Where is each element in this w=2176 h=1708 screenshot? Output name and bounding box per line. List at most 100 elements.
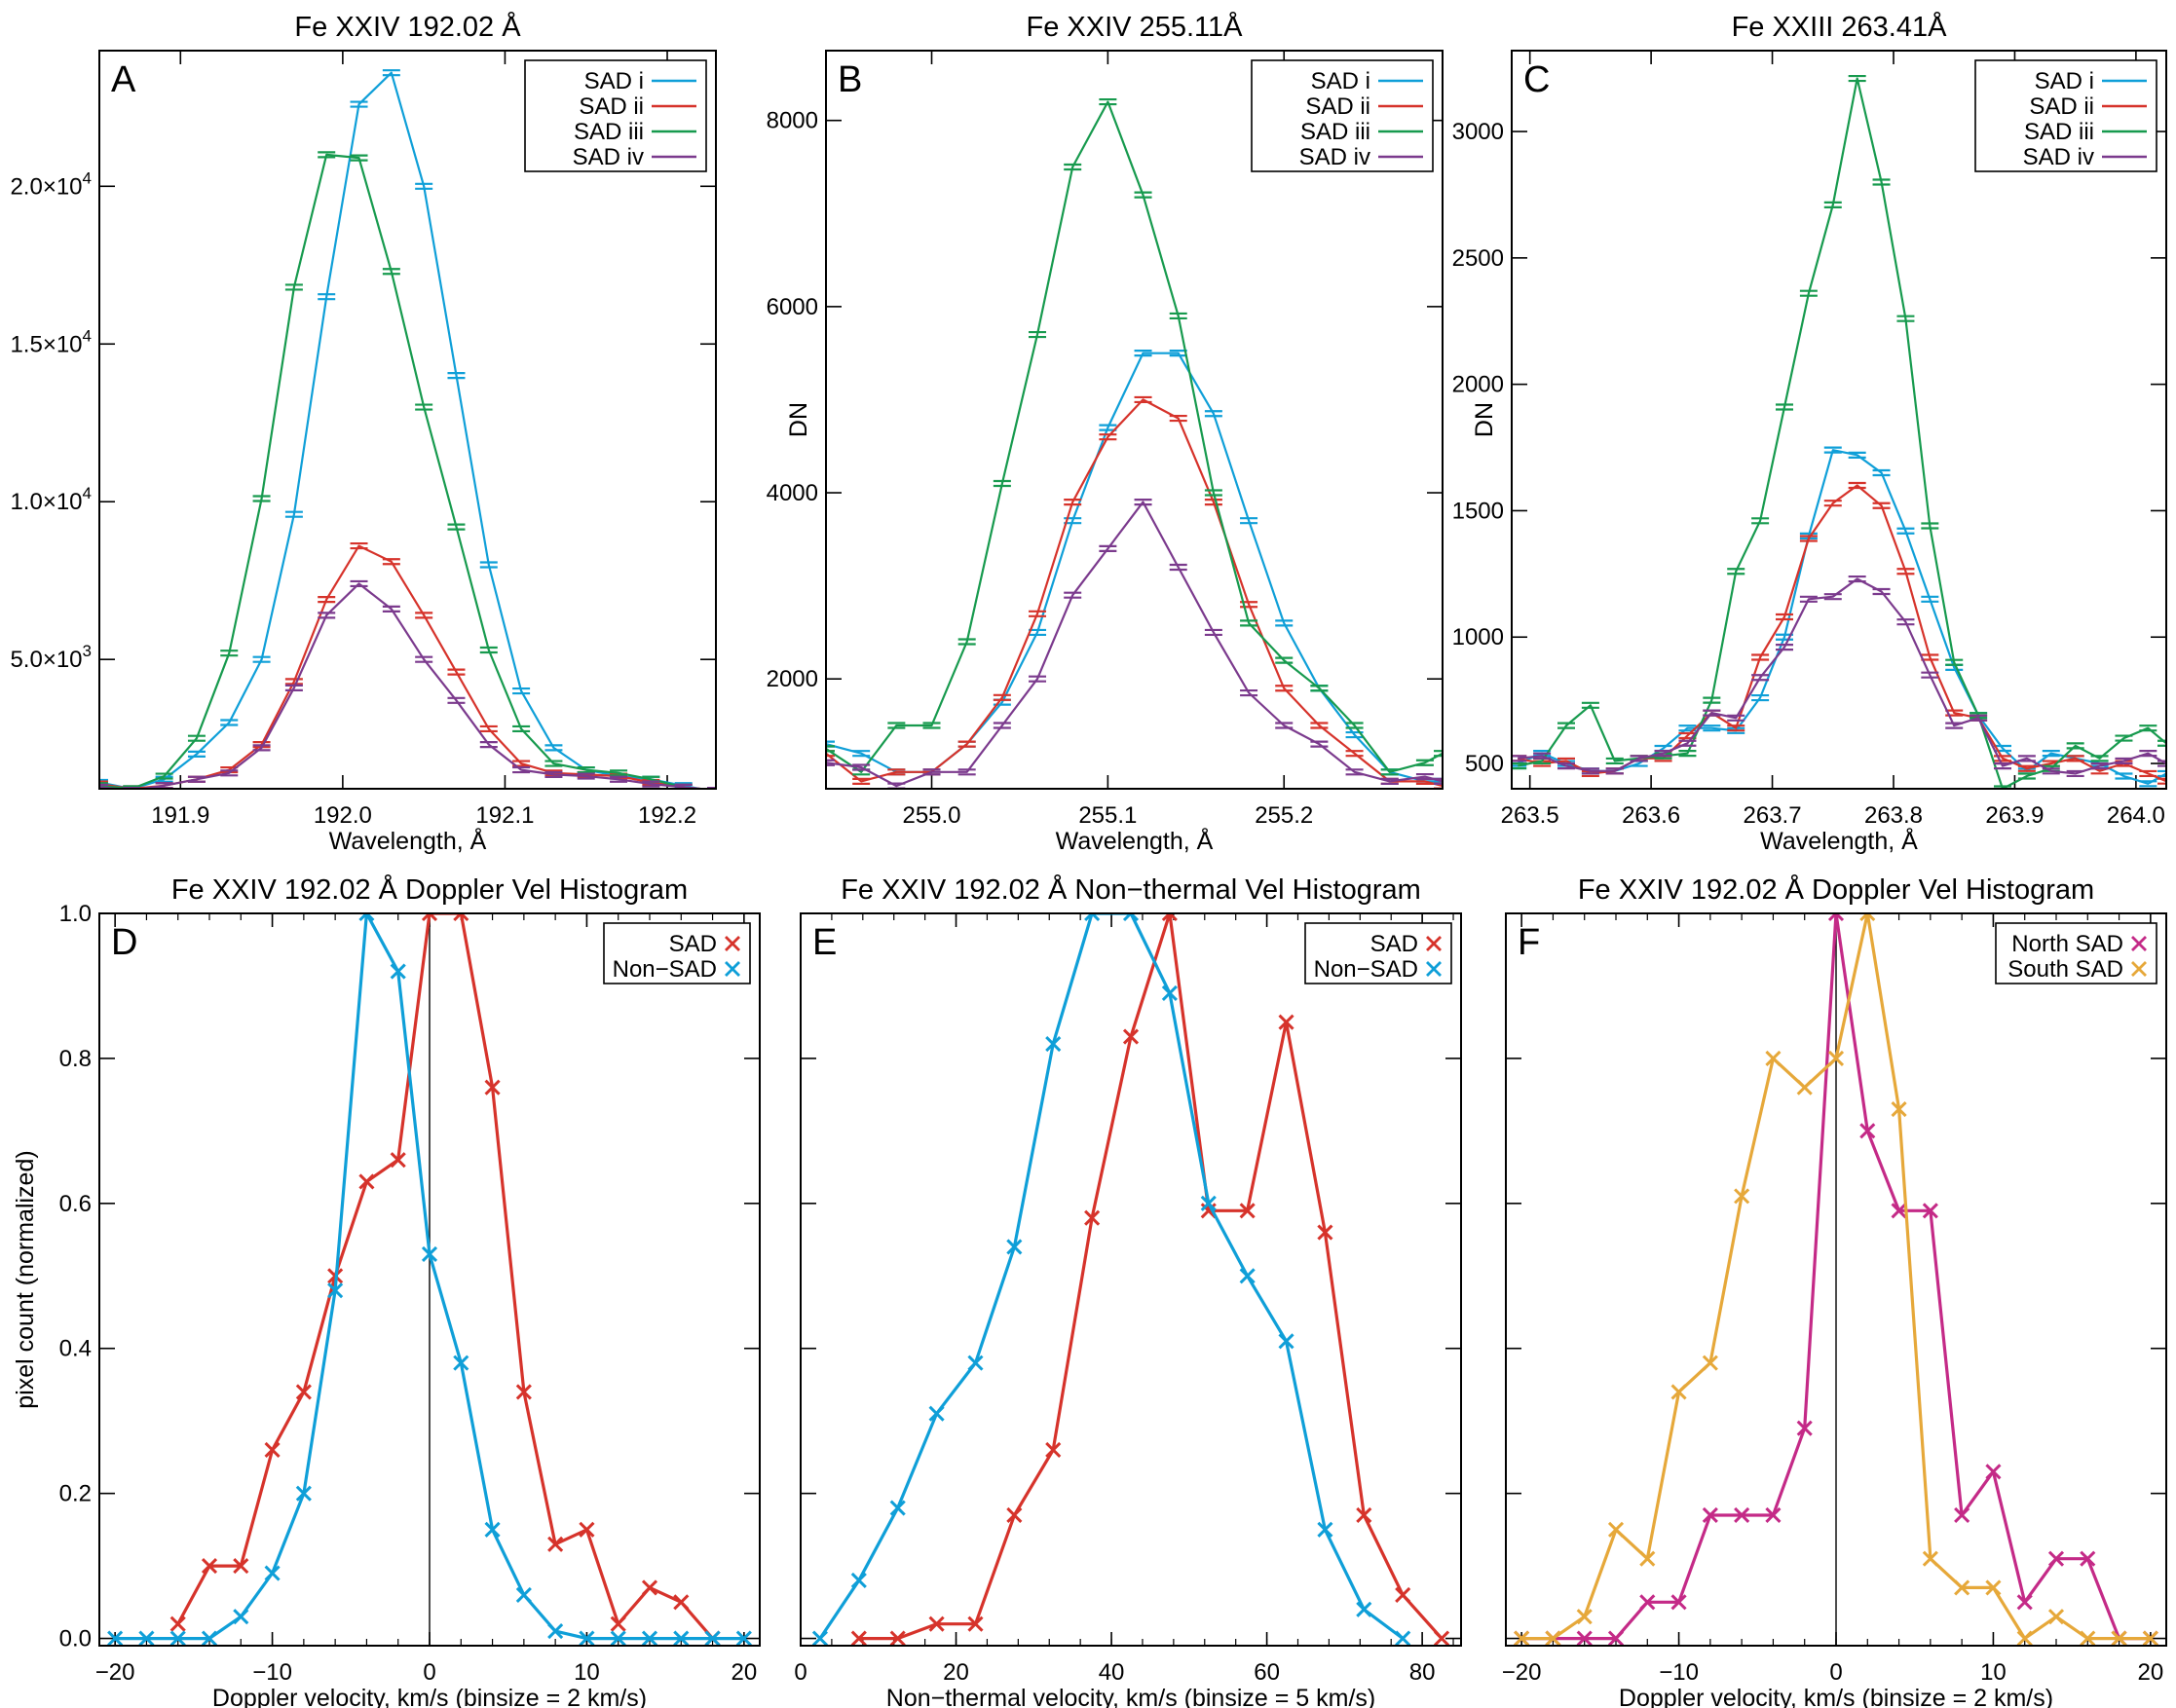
panel-c-series-sad-i-errbar <box>1872 468 1891 477</box>
panel-c-series-sad-iv-errbar <box>1848 575 1866 583</box>
panel-b-series-sad-iv-errbar <box>852 763 871 771</box>
panel-a-series-sad-iii-errbar <box>544 760 563 767</box>
panel-c-series-sad-iv-errbar <box>2139 750 2157 758</box>
panel-a-series-sad-iv-errbar <box>284 684 303 691</box>
panel-c-series-sad-iv-errbar <box>2042 767 2060 775</box>
panel-b-series-sad-iii-errbar <box>1275 656 1294 664</box>
panel-e-xtick-label: 20 <box>943 1659 969 1686</box>
panel-b-legend-label-sad-ii: SAD ii <box>1305 93 1370 120</box>
panel-f-legend-swatch-south-sad <box>2131 961 2147 977</box>
panel-d-series-sad-point <box>515 1384 532 1400</box>
panel-f-title: Fe XXIV 192.02 Å Doppler Vel Histogram <box>1578 873 2094 906</box>
panel-c-series-sad-iv-errbar <box>1970 714 1988 722</box>
panel-d-series-non-sad-point <box>547 1623 564 1640</box>
panel-d-series-non-sad-point <box>201 1630 218 1646</box>
panel-d-series-non-sad-point <box>704 1630 721 1646</box>
panel-c-series-sad-ii-errbar <box>2139 769 2157 778</box>
panel-c-series-sad-iii-errbar <box>1872 178 1891 186</box>
panel-e-series-non-sad-point <box>1356 1601 1372 1617</box>
panel-a-series-sad-i-line <box>99 71 706 789</box>
panel-a-xtick-label: 192.0 <box>314 802 372 829</box>
panel-d-series-non-sad-point <box>735 1630 752 1646</box>
panel-d-series-non-sad-point <box>579 1630 595 1646</box>
ytick-exponent: 4 <box>83 484 92 502</box>
panel-c-series-sad-iv-errbar <box>1823 593 1842 601</box>
panel-c-series-sad-iii-errbar <box>1678 750 1697 758</box>
panel-b-series-sad-iii-errbar <box>1099 97 1117 106</box>
panel-a-series-sad-iv-errbar <box>674 783 693 789</box>
panel-e-series-non-sad-point <box>1278 1333 1294 1350</box>
panel-a-ytick-label: 1.5×104 <box>10 326 92 357</box>
panel-a-series-sad-iv-errbar <box>318 612 336 619</box>
panel-d-series-sad-point <box>233 1558 249 1575</box>
panel-f-xlabel: Doppler velocity, km/s (binsize = 2 km/s… <box>1619 1685 2053 1708</box>
panel-d-ylabel: pixel count (normalized) <box>12 1150 39 1408</box>
panel-f-frame <box>1505 912 2167 1647</box>
panel-b-series-sad-iv-errbar <box>1134 498 1152 506</box>
panel-c-series-sad-iii-errbar <box>2090 755 2109 762</box>
panel-b-legend-box <box>1251 59 1434 172</box>
panel-c-series-sad-ii-errbar <box>1727 724 1745 732</box>
panel-b-series-sad-iv-errbar <box>1310 740 1329 748</box>
panel-c-series-sad-i-errbar <box>1994 744 2011 753</box>
panel-b-series-sad-iv-errbar <box>922 768 941 776</box>
panel-d-series-sad-point <box>641 1579 658 1596</box>
panel-a-series-sad-iii-errbar <box>187 734 206 742</box>
panel-a-legend-label-sad-iv: SAD iv <box>573 144 644 170</box>
panel-b-series-sad-iv-line <box>826 501 1443 788</box>
panel-f-letter: F <box>1518 922 1540 963</box>
panel-e-series-sad-line <box>858 913 1444 1641</box>
panel-b-series-sad-ii-errbar <box>1204 498 1222 506</box>
panel-e-series-non-sad-point <box>889 1500 906 1516</box>
panel-f-series-south-sad-point <box>1607 1521 1625 1538</box>
ytick-exponent: 3 <box>83 642 92 660</box>
panel-c-series-sad-iv-errbar <box>2017 755 2036 762</box>
ytick-mantissa: 5.0×10 <box>10 647 82 673</box>
panel-b-series-sad-i-errbar <box>1275 619 1294 627</box>
panel-c-series-sad-iii-errbar <box>1703 696 1721 704</box>
panel-b-series-sad-iii-errbar <box>1029 330 1047 339</box>
panel-d-series-sad-point <box>358 1173 375 1190</box>
panel-b-series-sad-i-line <box>826 352 1443 783</box>
panel-f-legend-label-north-sad: North SAD <box>2011 931 2123 957</box>
panel-e-series-sad-point <box>1239 1203 1256 1219</box>
panel-b-series-sad-iv-errbar <box>1169 563 1187 572</box>
panel-d-ytick-label: 0.0 <box>59 1626 92 1652</box>
panel-b-series-sad-i-errbar <box>1240 517 1258 525</box>
panel-b-series-sad-ii-errbar <box>957 740 976 748</box>
panel-c-series-sad-iv-errbar <box>1727 714 1745 722</box>
panel-c-series-sad-iv-errbar <box>1581 767 1599 775</box>
panel-c-series-sad-i-errbar <box>1896 527 1915 535</box>
panel-c-xtick-label: 263.6 <box>1622 802 1680 829</box>
panel-a-series-sad-ii-errbar <box>479 724 498 733</box>
panel-f-series-south-sad-point <box>1765 1050 1782 1066</box>
panel-b-series-sad-iii-errbar <box>993 479 1011 488</box>
panel-d-series-sad-point <box>295 1384 312 1400</box>
panel-b-series-sad-iii-errbar <box>826 745 835 753</box>
panel-a-legend-box <box>524 59 707 172</box>
panel-f-legend-label-south-sad: South SAD <box>2007 956 2123 983</box>
panel-e-series-non-sad-point <box>1045 1035 1062 1053</box>
panel-e-legend-label-sad: SAD <box>1370 931 1418 957</box>
panel-c-xtick-label: 264.0 <box>2107 802 2165 829</box>
panel-a-series-sad-iii-errbar <box>447 523 466 531</box>
panel-d-series-sad-point <box>484 1079 501 1095</box>
panel-b-title: Fe XXIV 255.11Å <box>1027 11 1244 43</box>
panel-f-xtick-label: 0 <box>1829 1659 1842 1686</box>
panel-f-series-south-sad-point <box>2142 1630 2158 1646</box>
panel-a-series-sad-i-errbar <box>220 719 239 726</box>
panel-a-ytick-label: 1.0×104 <box>10 484 92 515</box>
panel-e-series-non-sad-point <box>1084 913 1101 922</box>
panel-d-xtick-label: 10 <box>574 1659 600 1686</box>
panel-c-legend-box <box>1974 59 2157 172</box>
panel-c-series-sad-ii-errbar <box>1823 500 1842 507</box>
panel-f-series-north-sad-point <box>2080 1550 2096 1567</box>
panel-b-series-sad-ii-errbar <box>1345 750 1364 758</box>
panel-c-series-sad-iv-errbar <box>1799 595 1818 603</box>
panel-c-series-sad-iv-errbar <box>1751 674 1770 682</box>
panel-f-series-south-sad-point <box>2111 1630 2127 1646</box>
panel-b-series-sad-ii-errbar <box>1134 395 1152 404</box>
panel-f-series-south-sad-point <box>2080 1630 2096 1646</box>
